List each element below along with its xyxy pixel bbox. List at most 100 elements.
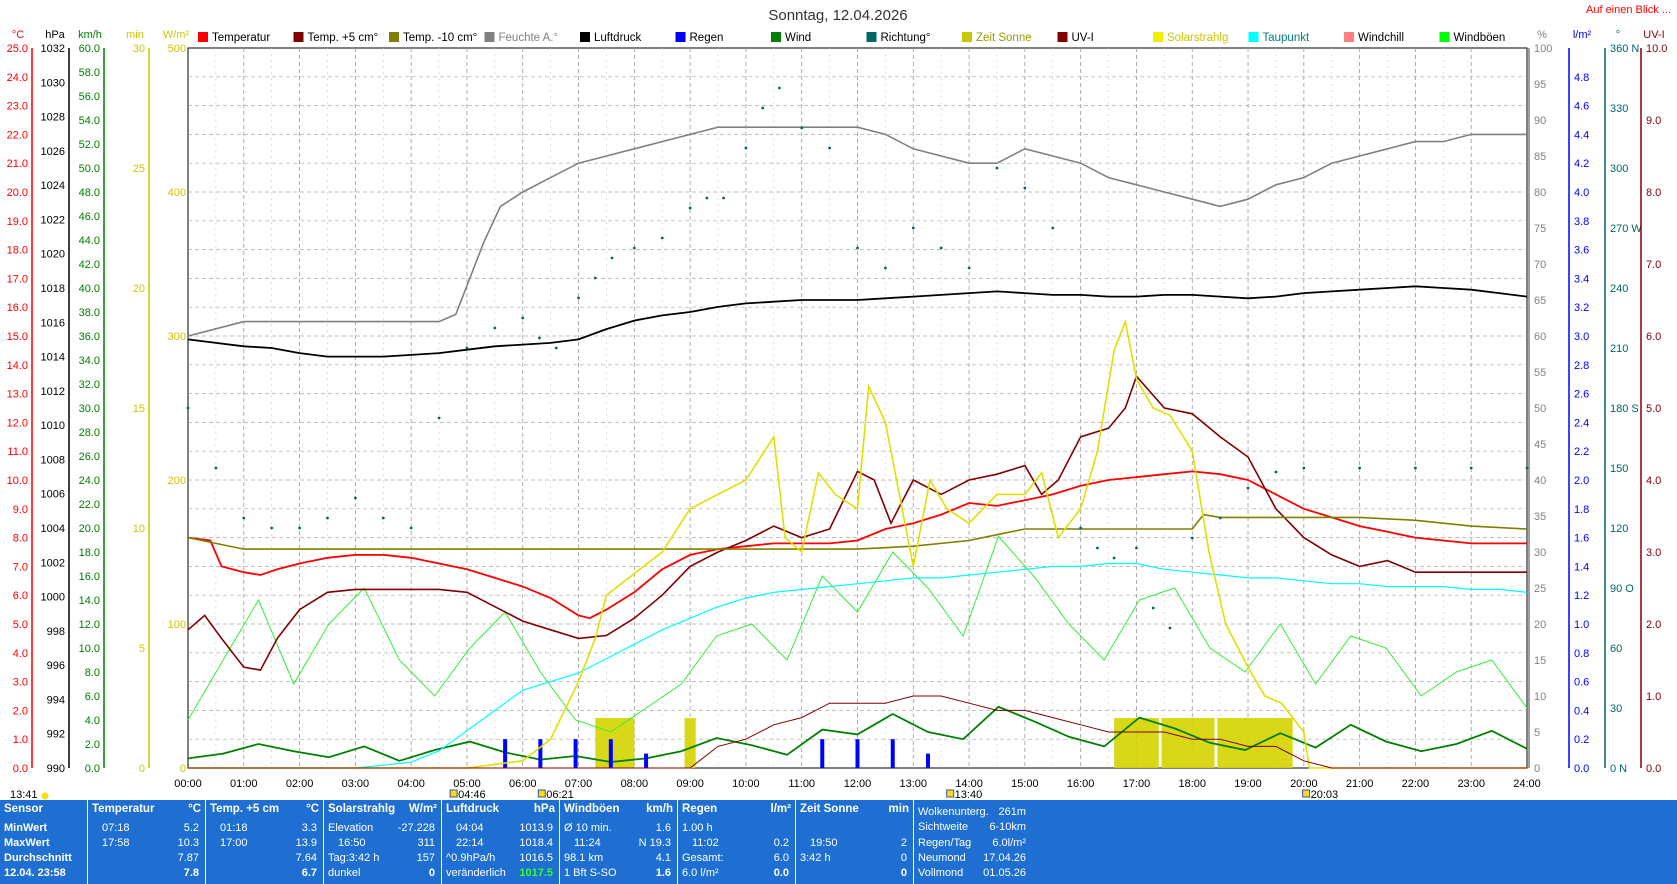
series-feuchtea	[187, 126, 1527, 337]
direction-point	[493, 326, 497, 330]
y-tick-right: 25	[1534, 583, 1546, 595]
y-tick-right: 0.6	[1574, 677, 1589, 689]
direction-point	[1218, 516, 1222, 520]
direction-point	[911, 226, 915, 230]
temp5-min: 3.3	[301, 822, 317, 834]
legend-label: Luftdruck	[594, 32, 642, 44]
y-tick-right: 5.0	[1646, 403, 1661, 415]
x-tick-label: 13:00	[900, 778, 928, 790]
sun-time-bar	[1217, 718, 1293, 768]
y-tick-right: 240	[1610, 283, 1628, 295]
y-tick-right: 4.0	[1646, 475, 1661, 487]
sun-marker-icon	[537, 789, 546, 798]
series-taupunkt	[188, 562, 1528, 769]
series-temperatur	[187, 470, 1527, 620]
legend-swatch	[1344, 32, 1354, 42]
y-tick-right: 80	[1534, 187, 1546, 199]
y-tick-left: 2.0	[13, 705, 28, 717]
y-tick-left: 10	[133, 523, 145, 535]
direction-point	[939, 246, 943, 250]
direction-point	[761, 106, 765, 110]
y-tick-right: 360 N	[1610, 43, 1639, 55]
summary-temperatur: Temperatur °C 07:18 5.2 17:58 10.3 7.87 7.8	[88, 800, 206, 884]
sonne-val: 2	[900, 837, 907, 849]
legend-swatch	[293, 32, 304, 42]
y-tick-left: 1024	[41, 180, 65, 192]
y-tick-right: 30	[1534, 547, 1546, 559]
y-tick-right: 0.8	[1574, 648, 1589, 660]
y-tick-left: 6.0	[13, 590, 28, 602]
y-tick-right: 10.0	[1646, 43, 1667, 55]
x-tick-label: 11:00	[788, 778, 815, 790]
y-tick-left: 46.0	[79, 211, 100, 223]
sensor-date: 12.04. 23:58	[4, 867, 66, 879]
axis-unit-left: km/h	[78, 29, 102, 41]
y-tick-right: 90	[1534, 115, 1546, 127]
y-tick-right: 300	[1610, 163, 1628, 175]
y-tick-left: 1.0	[13, 734, 28, 746]
direction-point	[660, 236, 664, 240]
wind-avg10: 1.6	[655, 822, 671, 834]
y-tick-left: 16.0	[7, 302, 28, 314]
neumond: 17.04.26	[983, 852, 1026, 864]
sicht: 6-10km	[989, 821, 1026, 833]
y-tick-left: 500	[168, 43, 186, 55]
y-tick-left: 22.0	[7, 129, 28, 141]
rain-bar	[503, 739, 508, 768]
temp5-max: 13.9	[295, 837, 317, 849]
legend-swatch	[198, 32, 208, 42]
auf-einen-blick-link[interactable]: Auf einen Blick ...	[1586, 4, 1671, 16]
y-tick-right: 60	[1610, 643, 1622, 655]
direction-point	[270, 526, 274, 530]
series-tempcm	[187, 374, 1527, 671]
y-tick-right: 70	[1534, 259, 1546, 271]
x-tick-label: 18:00	[1178, 778, 1206, 790]
y-tick-left: 1020	[41, 249, 65, 261]
rain-bar	[538, 739, 543, 768]
druck-min-time: 04:04	[456, 822, 484, 834]
legend-label: Temperatur	[212, 32, 270, 44]
direction-point	[705, 196, 709, 200]
legend-swatch	[484, 32, 495, 42]
direction-point	[1112, 556, 1116, 560]
y-tick-left: 4.0	[13, 648, 28, 660]
y-tick-left: 56.0	[79, 91, 100, 103]
weather-chart: Sonntag, 12.04.2026 00:00 01:00 02:00 03:00 0…	[7, 7, 1668, 800]
druck-max-time: 22:14	[456, 837, 484, 849]
y-tick-right: 6.0	[1646, 331, 1661, 343]
axis-unit-left: hPa	[45, 29, 65, 41]
y-tick-left: 30	[133, 43, 145, 55]
neumond-label: Neumond	[918, 852, 966, 864]
summary-sensor: Sensor MinWert MaxWert Durchschnitt 12.0…	[0, 800, 88, 884]
y-tick-left: 4.0	[85, 715, 100, 727]
summary-sonne: Zeit Sonne min 19:50 2 3:42 h 0 0	[796, 800, 914, 884]
y-tick-right: 0	[1534, 763, 1540, 775]
direction-point	[1023, 186, 1027, 190]
wind-avg: 4.1	[655, 852, 671, 864]
sun-time-bar	[1114, 718, 1159, 768]
y-tick-left: 1022	[41, 214, 65, 226]
sun-marker-icon	[449, 789, 458, 798]
druck-avg: 1016.5	[519, 852, 553, 864]
y-tick-left: 1000	[41, 592, 65, 604]
y-tick-right: 1.0	[1574, 619, 1589, 631]
legend-label: Zeit Sonne	[976, 32, 1032, 44]
direction-point	[688, 206, 692, 210]
rain-bar	[608, 739, 613, 768]
y-tick-right: 60	[1534, 331, 1546, 343]
y-tick-left: 8.0	[85, 667, 100, 679]
legend-label: Feuchte A.°	[499, 32, 559, 44]
y-tick-left: 1026	[41, 146, 65, 158]
y-tick-right: 9.0	[1646, 115, 1661, 127]
y-tick-right: 75	[1534, 223, 1546, 235]
direction-point	[1274, 470, 1278, 474]
y-tick-left: 14.0	[79, 595, 100, 607]
y-tick-left: 1028	[41, 112, 65, 124]
luftdruck-unit: hPa	[533, 803, 555, 815]
time-marker-label: 04:46	[458, 789, 486, 800]
solar-unit: W/m²	[408, 803, 437, 815]
y-tick-left: 5.0	[13, 619, 28, 631]
y-tick-right: 95	[1534, 79, 1546, 91]
y-tick-left: 20	[133, 283, 145, 295]
y-tick-left: 14.0	[7, 360, 28, 372]
